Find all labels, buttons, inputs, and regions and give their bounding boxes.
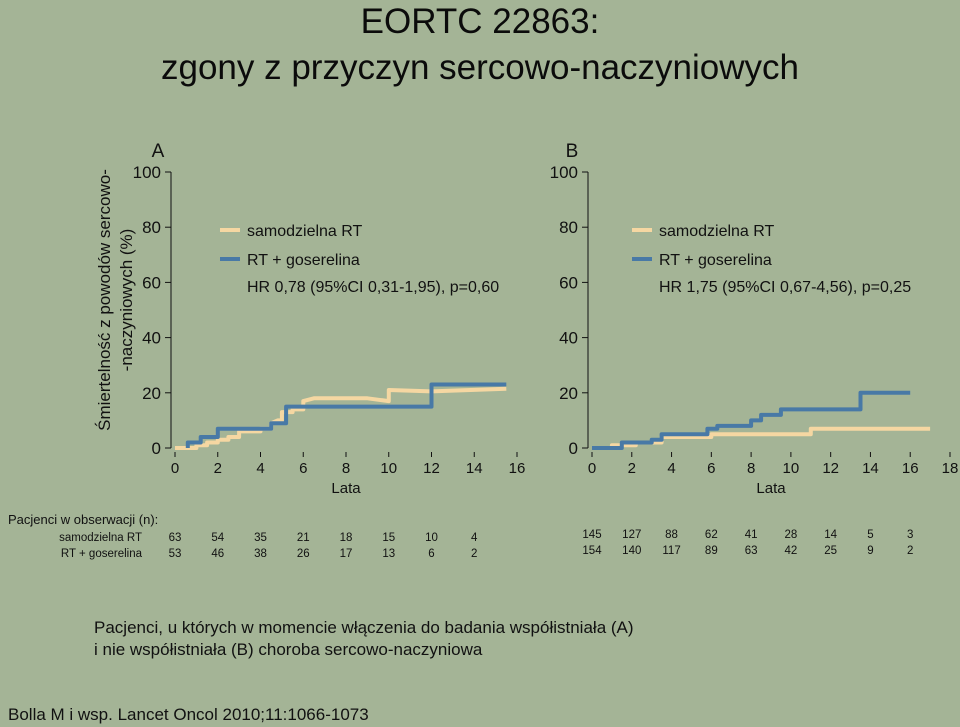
at-risk-value: 17: [340, 548, 353, 560]
at-risk-value: 54: [211, 532, 224, 544]
caption-line2: i nie współistniała (B) choroba sercowo-…: [94, 640, 483, 659]
legend-label: samodzielna RT: [247, 223, 363, 240]
y-tick-label: 20: [559, 384, 578, 403]
at-risk-value: 127: [622, 529, 641, 541]
panel-b: B 0 20 40 60 80 100 0 2 4 6 8 10 12 14 16 18 Lata samodzie…: [550, 141, 959, 557]
legend-label: samodzielna RT: [659, 223, 775, 240]
x-tick-label: 14: [862, 460, 879, 477]
y-tick-label: 100: [550, 163, 578, 182]
at-risk-value: 4: [471, 532, 478, 544]
series-line-rt-alone: [175, 386, 507, 450]
at-risk-value: 10: [425, 532, 438, 544]
at-risk-value: 6: [428, 548, 434, 560]
y-tick-label: 0: [569, 439, 578, 458]
x-tick-label: 16: [509, 460, 526, 477]
at-risk-value: 89: [705, 545, 718, 557]
y-tick-label: 80: [142, 218, 161, 237]
at-risk-value: 63: [745, 545, 758, 557]
x-tick-label: 6: [299, 460, 307, 477]
at-risk-value: 154: [582, 545, 602, 557]
at-risk-value: 14: [824, 529, 837, 541]
x-tick-label: 10: [380, 460, 397, 477]
hazard-ratio-text: HR 0,78 (95%CI 0,31-1,95), p=0,60: [247, 279, 499, 296]
at-risk-value: 5: [867, 529, 873, 541]
at-risk-value: 41: [745, 529, 758, 541]
x-tick-label: 2: [628, 460, 636, 477]
caption-line1: Pacjenci, u których w momencie włączenia…: [94, 618, 634, 637]
legend-label: RT + goserelina: [247, 252, 360, 269]
at-risk-value: 38: [254, 548, 267, 560]
y-tick-label: 40: [559, 329, 578, 348]
at-risk-value: 140: [622, 545, 641, 557]
at-risk-value: 2: [471, 548, 477, 560]
y-tick-label: 20: [142, 384, 161, 403]
x-tick-label: 4: [667, 460, 675, 477]
y-tick-label: 80: [559, 218, 578, 237]
at-risk-value: 145: [582, 529, 601, 541]
series-line-rt-alone: [592, 426, 931, 450]
x-axis-label: Lata: [331, 480, 361, 497]
y-axis-label-line2: -naczyniowych (%): [117, 229, 136, 372]
at-risk-value: 13: [382, 548, 395, 560]
x-tick-label: 10: [783, 460, 800, 477]
x-tick-label: 6: [707, 460, 715, 477]
at-risk-value: 15: [382, 532, 395, 544]
y-tick-label: 100: [133, 163, 161, 182]
at-risk-value: 46: [211, 548, 224, 560]
y-axis-label-line1: Śmiertelność z powodów sercowo-: [95, 169, 114, 431]
at-risk-value: 2: [907, 545, 913, 557]
x-tick-label: 18: [942, 460, 959, 477]
at-risk-value: 117: [662, 545, 680, 557]
page-title-line2: zgony z przyczyn sercowo-naczyniowych: [160, 48, 799, 87]
x-axis-label: Lata: [756, 480, 786, 497]
legend-label: RT + goserelina: [659, 252, 772, 269]
x-tick-label: 14: [466, 460, 483, 477]
y-tick-label: 40: [142, 329, 161, 348]
at-risk-value: 28: [784, 529, 797, 541]
at-risk-value: 26: [297, 548, 310, 560]
at-risk-value: 21: [297, 532, 310, 544]
source-citation: Bolla M i wsp. Lancet Oncol 2010;11:1066…: [8, 705, 369, 724]
at-risk-value: 9: [867, 545, 873, 557]
at-risk-title: Pacjenci w obserwacji (n):: [8, 512, 158, 527]
at-risk-value: 35: [254, 532, 267, 544]
at-risk-value: 63: [169, 532, 182, 544]
series-line-rt-goserelin: [185, 382, 507, 448]
panel-label: B: [566, 141, 579, 162]
at-risk-value: 53: [169, 548, 182, 560]
x-tick-label: 16: [902, 460, 919, 477]
x-tick-label: 8: [747, 460, 755, 477]
x-tick-label: 2: [214, 460, 222, 477]
x-tick-label: 12: [423, 460, 440, 477]
hazard-ratio-text: HR 1,75 (95%CI 0,67-4,56), p=0,25: [659, 279, 911, 296]
at-risk-value: 25: [824, 545, 837, 557]
x-tick-label: 4: [256, 460, 264, 477]
at-risk-row-label: RT + goserelina: [61, 548, 143, 560]
x-tick-label: 8: [342, 460, 350, 477]
at-risk-row-label: samodzielna RT: [59, 532, 142, 544]
at-risk-value: 88: [665, 529, 678, 541]
y-tick-label: 0: [152, 439, 161, 458]
x-tick-label: 0: [588, 460, 596, 477]
x-tick-label: 12: [822, 460, 839, 477]
y-tick-label: 60: [142, 273, 161, 292]
at-risk-value: 62: [705, 529, 718, 541]
page-title-line1: EORTC 22863:: [360, 2, 600, 41]
at-risk-value: 3: [907, 529, 913, 541]
panel-label: A: [152, 141, 165, 162]
x-tick-label: 0: [171, 460, 179, 477]
at-risk-value: 18: [340, 532, 353, 544]
y-tick-label: 60: [559, 273, 578, 292]
at-risk-value: 42: [784, 545, 797, 557]
series-line-rt-goserelin: [592, 390, 911, 450]
